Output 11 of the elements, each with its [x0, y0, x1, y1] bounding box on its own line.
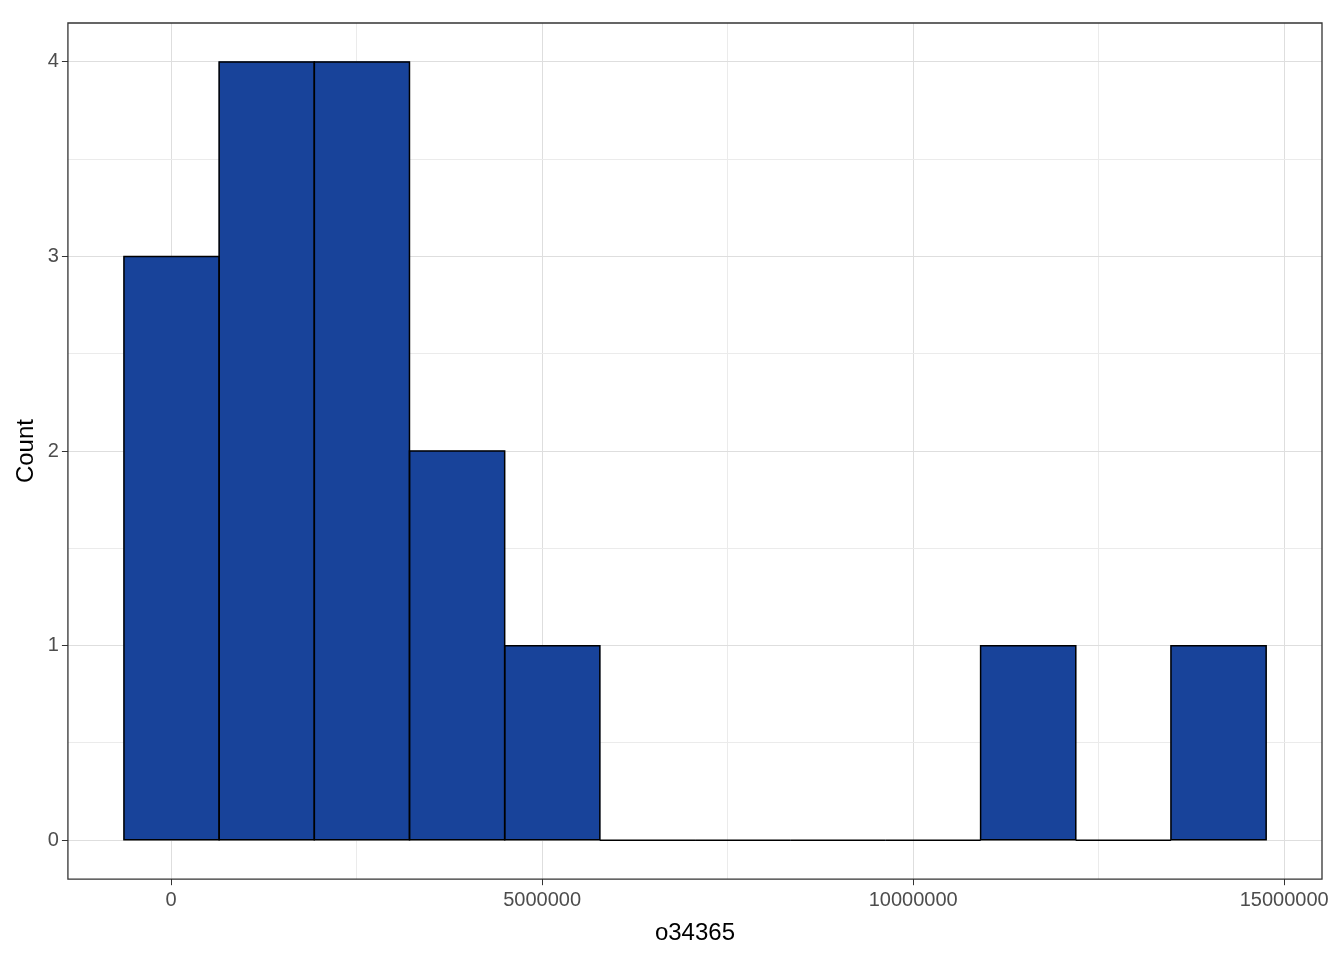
- y-tick-label: 2: [47, 438, 59, 461]
- x-tick-label: 5000000: [503, 887, 582, 910]
- y-tick-label: 0: [47, 827, 59, 850]
- y-tick-label: 3: [47, 244, 59, 267]
- x-tick-label: 10000000: [868, 887, 958, 910]
- y-axis-title: Count: [11, 418, 39, 484]
- y-tick-label: 1: [47, 633, 59, 656]
- x-axis-title: o34365: [654, 918, 736, 946]
- x-tick-label: 15000000: [1239, 887, 1329, 910]
- y-tick-label: 4: [47, 49, 59, 72]
- x-tick-label: 0: [165, 887, 177, 910]
